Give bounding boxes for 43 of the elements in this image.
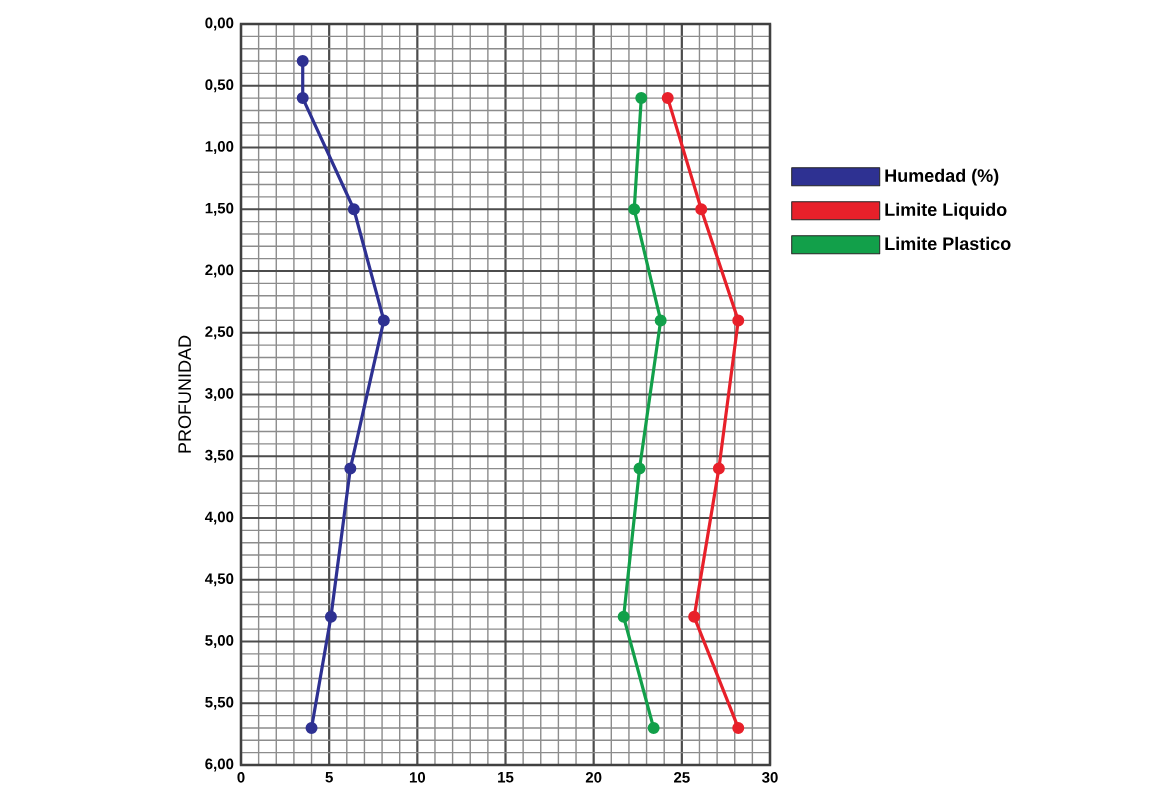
y-tick-label: 5,50	[205, 696, 234, 710]
y-tick-label: 5,00	[205, 635, 234, 648]
point	[296, 55, 309, 68]
y-tick-label: 0,50	[205, 79, 234, 93]
y-tick-label: 2,50	[205, 326, 234, 340]
point	[654, 314, 667, 327]
y-axis-title: PROFUNIDAD	[178, 335, 192, 453]
point	[617, 610, 630, 623]
point	[732, 721, 745, 734]
point	[633, 462, 646, 475]
x-tick-label: 5	[325, 772, 333, 783]
point	[344, 462, 357, 475]
point	[628, 203, 641, 216]
point	[661, 92, 674, 105]
point	[712, 462, 725, 475]
x-tick-label: 25	[674, 772, 690, 783]
point	[347, 203, 360, 216]
y-tick-label: 6,00	[205, 758, 234, 772]
y-tick-label: 4,50	[204, 573, 234, 587]
point	[695, 203, 708, 216]
y-tick-label: 3,00	[205, 388, 234, 401]
point	[635, 92, 648, 105]
point	[305, 721, 318, 734]
legend-label: Humedad (%)	[885, 168, 999, 186]
y-tick-label: 1,00	[205, 141, 234, 154]
x-tick-label: 20	[585, 772, 602, 783]
point	[688, 610, 701, 623]
point	[377, 314, 390, 327]
point	[324, 610, 337, 623]
x-tick-label: 30	[762, 772, 778, 783]
point	[296, 92, 309, 105]
point	[732, 314, 745, 327]
y-tick-label: 1,50	[205, 202, 234, 216]
y-tick-label: 4,00	[204, 511, 234, 525]
x-tick-label: 10	[409, 772, 426, 783]
y-tick-label: 3,50	[205, 449, 234, 463]
x-tick-label: 0	[237, 772, 245, 783]
y-tick-label: 2,00	[205, 264, 234, 278]
legend-label: Limite Liquido	[885, 202, 1007, 220]
x-tick-label: 15	[498, 772, 514, 783]
point	[647, 721, 660, 734]
y-tick-label: 0,00	[205, 17, 234, 31]
legend-label: Limite Plastico	[885, 236, 1011, 251]
